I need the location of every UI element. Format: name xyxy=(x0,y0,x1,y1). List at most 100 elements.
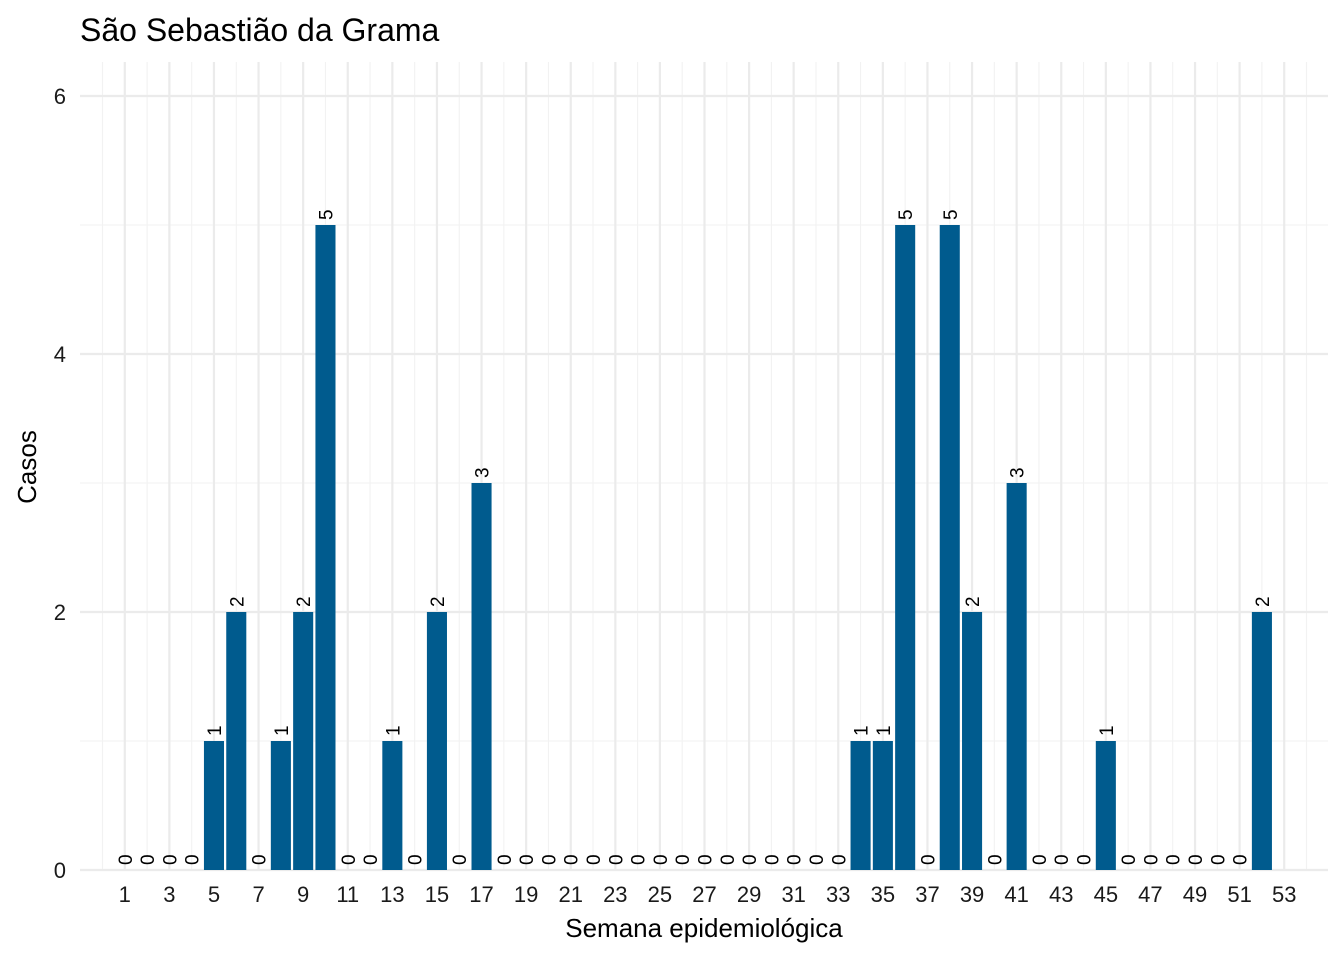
bar xyxy=(1006,483,1027,870)
bar-value-label: 0 xyxy=(361,854,382,865)
bar-value-label: 0 xyxy=(495,854,516,865)
bar-value-label: 0 xyxy=(584,854,605,865)
x-tick-label: 5 xyxy=(208,882,220,907)
bar-value-label: 0 xyxy=(450,854,471,865)
bar-value-label: 0 xyxy=(116,854,137,865)
bar-value-label: 0 xyxy=(1186,854,1207,865)
bar-value-label: 0 xyxy=(718,854,739,865)
x-axis-ticks: 1 3 5 7 9 11 13 15 17 19 21 23 25 27 29 31 33 35 37 39 41 43 4… xyxy=(119,882,1297,907)
bar-value-label: 5 xyxy=(896,209,917,220)
bar-value-label: 2 xyxy=(963,596,984,607)
bar-value-label: 0 xyxy=(250,854,271,865)
chart-title: São Sebastião da Grama xyxy=(80,12,440,48)
bar xyxy=(939,225,960,870)
bar-value-label: 2 xyxy=(1253,596,1274,607)
x-axis-title: Semana epidemiológica xyxy=(565,913,843,943)
x-tick-label: 43 xyxy=(1049,882,1073,907)
bar-value-label: 0 xyxy=(406,854,427,865)
x-tick-label: 31 xyxy=(781,882,805,907)
bar-value-label: 1 xyxy=(1097,725,1118,736)
bar-value-label: 2 xyxy=(428,596,449,607)
grid-lines xyxy=(80,62,1328,872)
y-axis-title: Casos xyxy=(12,430,42,504)
x-tick-label: 15 xyxy=(425,882,449,907)
bar-value-label: 0 xyxy=(673,854,694,865)
x-tick-label: 47 xyxy=(1138,882,1162,907)
x-tick-label: 19 xyxy=(514,882,538,907)
bar-value-label: 0 xyxy=(606,854,627,865)
bar-value-label: 5 xyxy=(941,209,962,220)
bar-value-label: 0 xyxy=(339,854,360,865)
x-tick-label: 1 xyxy=(119,882,131,907)
x-tick-label: 39 xyxy=(960,882,984,907)
bar xyxy=(872,741,893,870)
bar-value-label: 2 xyxy=(227,596,248,607)
bar xyxy=(203,741,225,870)
bar xyxy=(315,225,336,870)
bar-value-label: 1 xyxy=(205,725,226,736)
bar-value-label: 0 xyxy=(807,854,828,865)
x-tick-label: 35 xyxy=(871,882,895,907)
x-tick-label: 33 xyxy=(826,882,850,907)
bar-value-label: 0 xyxy=(1075,854,1096,865)
bar-value-label: 0 xyxy=(1052,854,1073,865)
x-tick-label: 45 xyxy=(1094,882,1118,907)
bar-value-label: 0 xyxy=(785,854,806,865)
bar-value-label: 0 xyxy=(918,854,939,865)
bar-value-label: 0 xyxy=(138,854,159,865)
bar xyxy=(426,612,447,870)
bar-value-label: 2 xyxy=(294,596,315,607)
x-tick-label: 25 xyxy=(648,882,672,907)
bar-value-label: 0 xyxy=(517,854,538,865)
bar-value-label: 3 xyxy=(1008,467,1029,478)
y-tick-label: 0 xyxy=(54,858,66,883)
x-tick-label: 29 xyxy=(737,882,761,907)
y-tick-label: 4 xyxy=(54,342,66,367)
x-tick-label: 53 xyxy=(1272,882,1296,907)
bar xyxy=(382,741,403,870)
bar-value-label: 0 xyxy=(651,854,672,865)
x-tick-label: 27 xyxy=(692,882,716,907)
bar-value-label: 0 xyxy=(562,854,583,865)
bar xyxy=(850,741,871,870)
bar-value-label: 0 xyxy=(1208,854,1229,865)
bar-value-label: 1 xyxy=(272,725,293,736)
bar-value-label: 0 xyxy=(762,854,783,865)
bar xyxy=(270,741,291,870)
bar-value-label: 5 xyxy=(316,209,337,220)
x-tick-label: 9 xyxy=(297,882,309,907)
bar-value-label: 0 xyxy=(740,854,761,865)
bar xyxy=(1095,741,1116,870)
x-tick-label: 11 xyxy=(336,882,359,907)
bar xyxy=(895,225,916,870)
x-tick-label: 21 xyxy=(558,882,582,907)
bar xyxy=(1251,612,1272,870)
bar-value-label: 0 xyxy=(629,854,650,865)
x-tick-label: 23 xyxy=(603,882,627,907)
x-tick-label: 49 xyxy=(1183,882,1207,907)
bar-value-label: 1 xyxy=(874,725,895,736)
x-tick-label: 37 xyxy=(915,882,939,907)
bar-value-label: 0 xyxy=(1030,854,1051,865)
bar-value-label: 3 xyxy=(473,467,494,478)
y-tick-label: 2 xyxy=(54,600,66,625)
bar-value-label: 0 xyxy=(985,854,1006,865)
x-tick-label: 13 xyxy=(380,882,404,907)
bar xyxy=(293,612,314,870)
bar xyxy=(226,612,247,870)
bar xyxy=(962,612,983,870)
bar-value-label: 1 xyxy=(383,725,404,736)
x-tick-label: 17 xyxy=(469,882,493,907)
bar-value-label: 0 xyxy=(829,854,850,865)
bar-value-label: 0 xyxy=(539,854,560,865)
bar-value-label: 0 xyxy=(183,854,204,865)
y-axis-ticks: 0 2 4 6 xyxy=(54,84,66,883)
x-tick-label: 3 xyxy=(163,882,175,907)
x-tick-label: 7 xyxy=(252,882,264,907)
bar-value-label: 0 xyxy=(160,854,181,865)
y-tick-label: 6 xyxy=(54,84,66,109)
bar-value-label: 1 xyxy=(852,725,873,736)
bar-value-label: 0 xyxy=(1231,854,1252,865)
